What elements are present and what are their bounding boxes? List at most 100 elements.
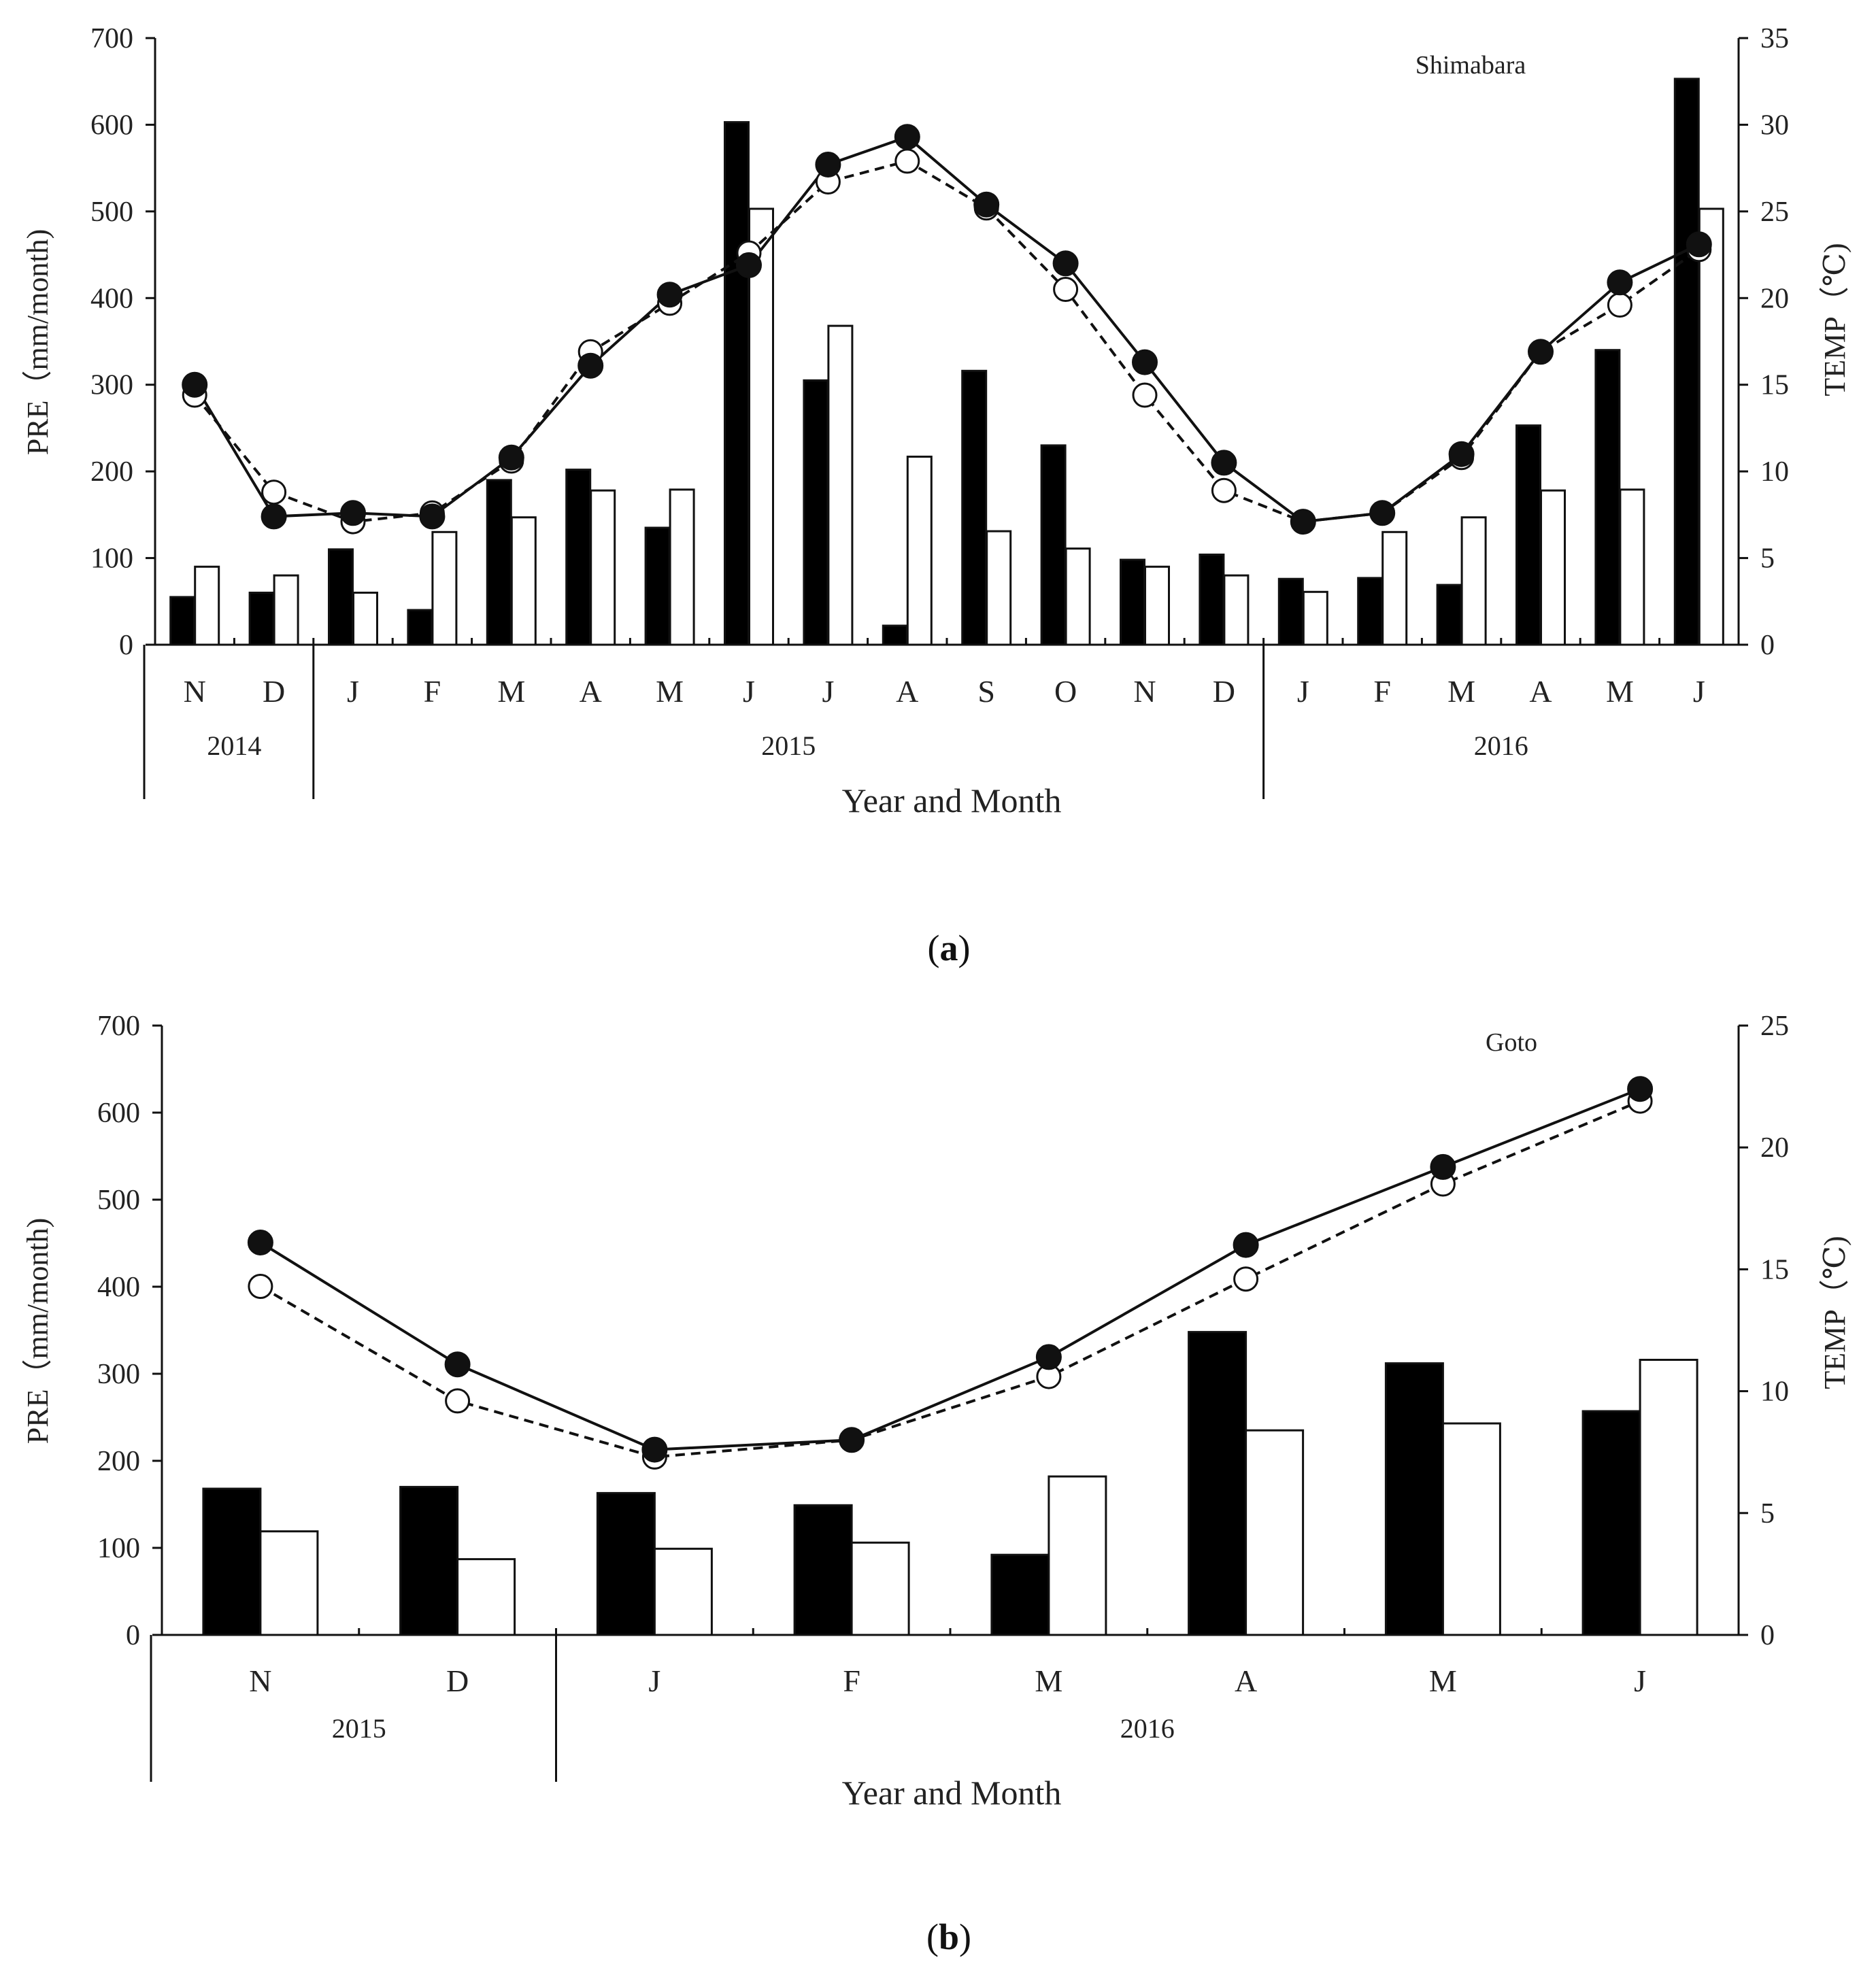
panel-b-temp-marker-series2-6 [1233, 1266, 1259, 1292]
panel-a-station-label: Shimabara [1416, 51, 1526, 80]
panel-a-bar-series2-7 [669, 488, 695, 646]
panel-a-month-label-16: F [1373, 674, 1391, 709]
panel-a-temp-marker-series1-14 [1211, 450, 1237, 476]
panel-a-bar-series2-2 [273, 574, 299, 646]
panel-b-bar-series2-4 [850, 1541, 910, 1636]
panel-a-bar-series2-14 [1223, 574, 1250, 646]
panel-a-bar-series2-5 [510, 516, 537, 646]
panel-a-temp-marker-series1-20 [1686, 231, 1712, 258]
panel-b-chart: PRE（mm/month) TEMP（℃) Goto Year and Mont… [21, 1011, 1852, 1957]
panel-a-left-tick-label-8: 700 [90, 23, 133, 54]
panel-a-temp-marker-series2-12 [1053, 277, 1079, 302]
panel-a-chart: PRE（mm/month) TEMP（℃) Shimabara Year and… [21, 23, 1852, 968]
panel-b-year-label-2015: 2015 [332, 1713, 386, 1744]
panel-b-month-label-5: M [1035, 1663, 1062, 1698]
panel-a-left-tick-label-3: 200 [90, 456, 133, 488]
panel-a-temp-line-series1 [193, 135, 1700, 524]
panel-b-left-tick-label-4: 300 [97, 1359, 140, 1390]
panel-a-year-label-2016: 2016 [1474, 730, 1528, 761]
panel-a-month-label-17: M [1447, 674, 1475, 709]
panel-a-bar-series1-20 [1673, 78, 1700, 646]
panel-b-bar-series1-6 [1188, 1331, 1247, 1636]
panel-a-bar-series1-10 [882, 624, 908, 646]
panel-b-temp-marker-series1-5 [1035, 1344, 1062, 1370]
panel-a-left-tick-label-1: 0 [119, 630, 133, 661]
panel-b-bar-series2-6 [1245, 1429, 1305, 1636]
panel-a-temp-marker-series1-11 [973, 191, 1000, 218]
panel-a-month-label-15: J [1297, 674, 1309, 709]
panel-a-month-label-10: A [896, 674, 918, 709]
panel-a-bar-series1-2 [248, 592, 275, 646]
panel-a-temp-marker-series2-10 [894, 148, 920, 174]
panel-a-left-tick-label-2: 100 [90, 543, 133, 575]
panel-b-station-label: Goto [1486, 1028, 1537, 1057]
panel-a-x-axis-title: Year and Month [842, 781, 1062, 819]
panel-a-temp-marker-series1-17 [1448, 441, 1475, 467]
panel-a-bar-series2-19 [1619, 488, 1645, 646]
panel-a-temp-marker-series1-6 [577, 352, 604, 379]
panel-a-caption: (a) [928, 928, 971, 968]
panel-a-bar-series2-11 [986, 530, 1012, 646]
panel-a-temp-marker-series1-1 [182, 371, 208, 398]
panel-a-temp-marker-series1-18 [1528, 339, 1554, 365]
panel-a-bar-series2-9 [827, 324, 854, 646]
panel-a-bar-series1-14 [1199, 554, 1225, 646]
panel-a-month-label-2: D [263, 674, 285, 709]
panel-a-bar-series1-11 [961, 369, 988, 646]
panel-a-month-label-19: M [1606, 674, 1634, 709]
panel-a-year-label-2014: 2014 [207, 730, 261, 761]
panel-a-temp-marker-series1-8 [736, 252, 762, 278]
panel-b-month-label-8: J [1634, 1663, 1646, 1698]
panel-b-axes: 0 100 200 300 400 500 600 700 0 5 10 15 20 25 N D J F M A M J… [97, 1011, 1789, 1782]
panel-a-month-label-5: M [497, 674, 525, 709]
panel-b-bar-series2-1 [259, 1530, 319, 1636]
panel-b-caption: (b) [926, 1916, 971, 1957]
panel-b-lines [247, 1076, 1654, 1470]
panel-a-month-label-8: J [743, 674, 755, 709]
panel-a-month-label-9: J [822, 674, 834, 709]
panel-b-bar-series2-8 [1639, 1359, 1698, 1636]
panel-a-temp-marker-series1-12 [1052, 250, 1079, 277]
panel-a-temp-marker-series1-13 [1132, 349, 1158, 375]
panel-a-right-tick-label-5: 20 [1760, 283, 1789, 314]
panel-b-right-axis-title: TEMP（℃) [1818, 1236, 1852, 1389]
panel-a-right-tick-label-8: 35 [1760, 23, 1789, 54]
panel-b-bar-series1-4 [793, 1504, 853, 1636]
panel-a-month-label-11: S [977, 674, 995, 709]
panel-b-bar-series2-7 [1441, 1422, 1501, 1636]
panel-b-bar-series1-1 [202, 1487, 262, 1636]
panel-b-year-label-2016: 2016 [1120, 1713, 1175, 1744]
panel-a-temp-marker-series1-2 [261, 503, 287, 530]
panel-b-bar-series1-2 [399, 1485, 459, 1636]
panel-a-month-label-14: D [1213, 674, 1235, 709]
panel-a-left-tick-label-5: 400 [90, 283, 133, 314]
panel-a-bar-series1-6 [565, 469, 592, 646]
panel-a-bar-series1-1 [169, 596, 196, 646]
panel-b-temp-marker-series1-4 [839, 1427, 865, 1453]
panel-b-left-tick-label-7: 600 [97, 1098, 140, 1129]
panel-a-left-tick-label-7: 600 [90, 109, 133, 141]
panel-a-month-label-6: A [580, 674, 602, 709]
panel-a-bar-series1-18 [1515, 424, 1541, 646]
panel-a-right-tick-label-6: 25 [1760, 197, 1789, 228]
panel-a-bar-series2-8 [748, 207, 774, 646]
panel-b-left-tick-label-5: 400 [97, 1272, 140, 1303]
panel-a-right-tick-label-3: 10 [1760, 456, 1789, 488]
panel-a-temp-marker-series2-14 [1211, 477, 1237, 503]
panel-b-left-axis-title: PRE（mm/month) [21, 1218, 54, 1444]
panel-a-temp-marker-series1-7 [656, 282, 683, 308]
panel-b-temp-line-series1 [259, 1087, 1641, 1451]
panel-a-temp-marker-series1-9 [815, 152, 841, 178]
panel-b-temp-marker-series1-2 [444, 1351, 471, 1378]
panel-a-bar-series2-16 [1381, 530, 1408, 646]
panel-a-right-tick-label-7: 30 [1760, 109, 1789, 141]
panel-a-bar-series2-13 [1144, 565, 1170, 646]
panel-a-year-label-2015: 2015 [761, 730, 816, 761]
panel-a-temp-marker-series1-19 [1607, 269, 1633, 296]
panel-b-bar-series2-3 [653, 1547, 713, 1636]
panel-b-month-label-2: D [446, 1663, 469, 1698]
panel-a-bar-series1-13 [1120, 558, 1145, 646]
panel-a-month-label-1: N [184, 674, 206, 709]
panel-a-temp-marker-series1-16 [1369, 500, 1396, 526]
